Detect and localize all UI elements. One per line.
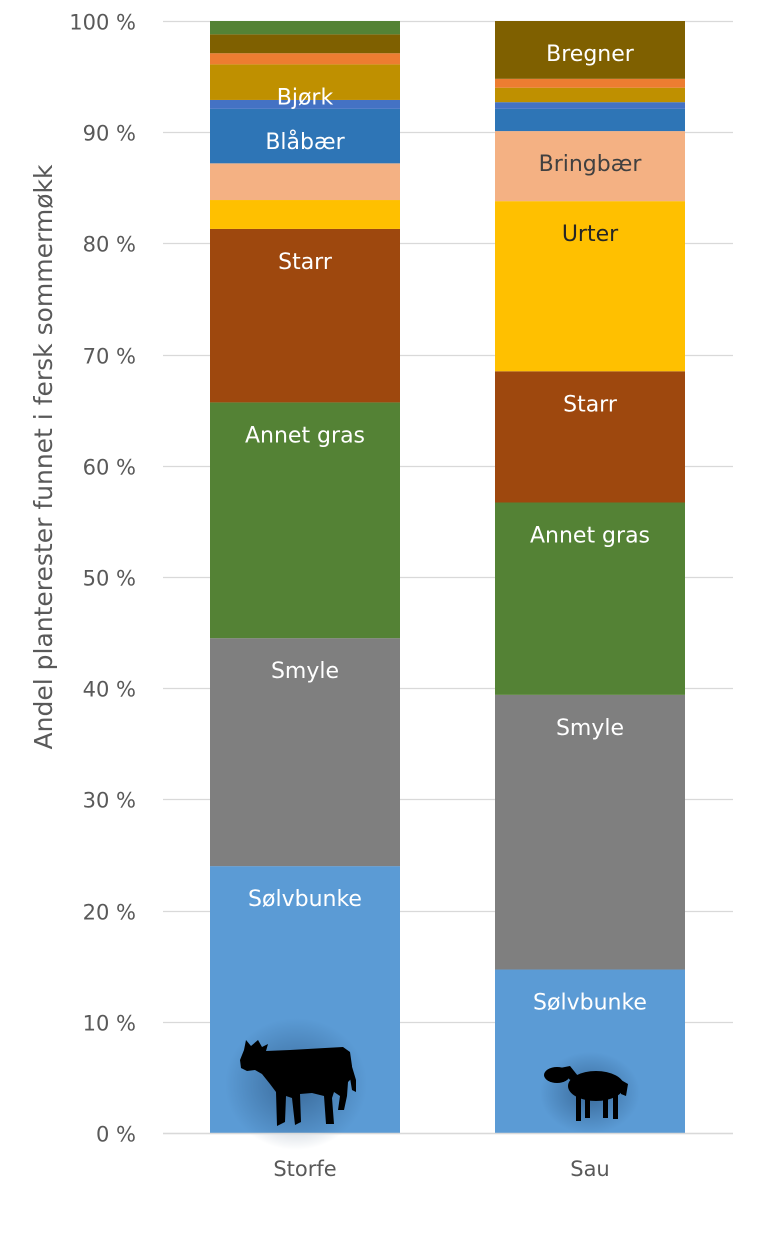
bar-segment <box>210 64 400 100</box>
y-tick-label: 100 % <box>69 11 136 35</box>
bar-segment <box>210 638 400 867</box>
y-tick-label: 60 % <box>83 456 136 480</box>
bar-segment <box>495 108 685 132</box>
y-tick-label: 90 % <box>83 122 136 146</box>
y-tick-label: 50 % <box>83 567 136 591</box>
cow-icon <box>225 1018 367 1150</box>
segment-label: Urter <box>562 222 619 247</box>
bar-segment <box>210 34 400 54</box>
bar-segment <box>210 163 400 201</box>
x-category-label: Storfe <box>273 1157 336 1181</box>
bar-segment <box>495 201 685 372</box>
segment-label: Smyle <box>271 659 339 684</box>
segment-label: Bringbær <box>539 152 643 177</box>
segment-label: Starr <box>278 250 333 275</box>
bar-segment <box>210 108 400 164</box>
segment-label: Annet gras <box>245 423 365 448</box>
bar-segment <box>210 21 400 35</box>
animal-icons <box>225 1018 640 1150</box>
bar-segment <box>495 371 685 503</box>
y-tick-label: 80 % <box>83 233 136 257</box>
bar-segment <box>495 131 685 202</box>
segment-label: Smyle <box>556 716 624 741</box>
bar-segment <box>495 87 685 103</box>
bar-segment <box>210 402 400 639</box>
y-tick-label: 40 % <box>83 678 136 702</box>
y-tick-label: 30 % <box>83 789 136 813</box>
segment-label: Bregner <box>546 42 635 67</box>
bars <box>210 21 685 1133</box>
segment-label: Sølvbunke <box>533 991 647 1016</box>
segment-label: Bjørk <box>277 85 334 110</box>
bar-segment <box>210 228 400 403</box>
y-tick-label: 70 % <box>83 345 136 369</box>
x-category-label: Sau <box>570 1157 610 1181</box>
segment-label: Sølvbunke <box>248 887 362 912</box>
segment-label: Annet gras <box>530 523 650 548</box>
bar-segment <box>495 21 685 79</box>
bar-segment <box>495 78 685 88</box>
segment-label: Starr <box>563 392 618 417</box>
y-tick-label: 10 % <box>83 1012 136 1036</box>
bar-segment <box>210 53 400 65</box>
y-axis-title: Andel planterester funnet i fersk sommer… <box>29 164 58 749</box>
sheep-icon <box>540 1052 640 1134</box>
bar-segment <box>210 200 400 229</box>
bar-segment <box>495 502 685 695</box>
axes: 0 % 10 % 20 % 30 % 40 % 50 % 60 % 70 % 80 % 90 % 1… <box>29 11 733 1181</box>
y-tick-label: 0 % <box>96 1123 136 1147</box>
segment-labels: Sølvbunke Smyle Annet gras Starr Blåbær Bjørk… <box>245 42 650 1016</box>
y-tick-label: 20 % <box>83 901 136 925</box>
bar-segment <box>495 694 685 970</box>
segment-label: Blåbær <box>265 129 345 155</box>
bar-segment <box>210 99 400 109</box>
bar-segment <box>495 102 685 109</box>
